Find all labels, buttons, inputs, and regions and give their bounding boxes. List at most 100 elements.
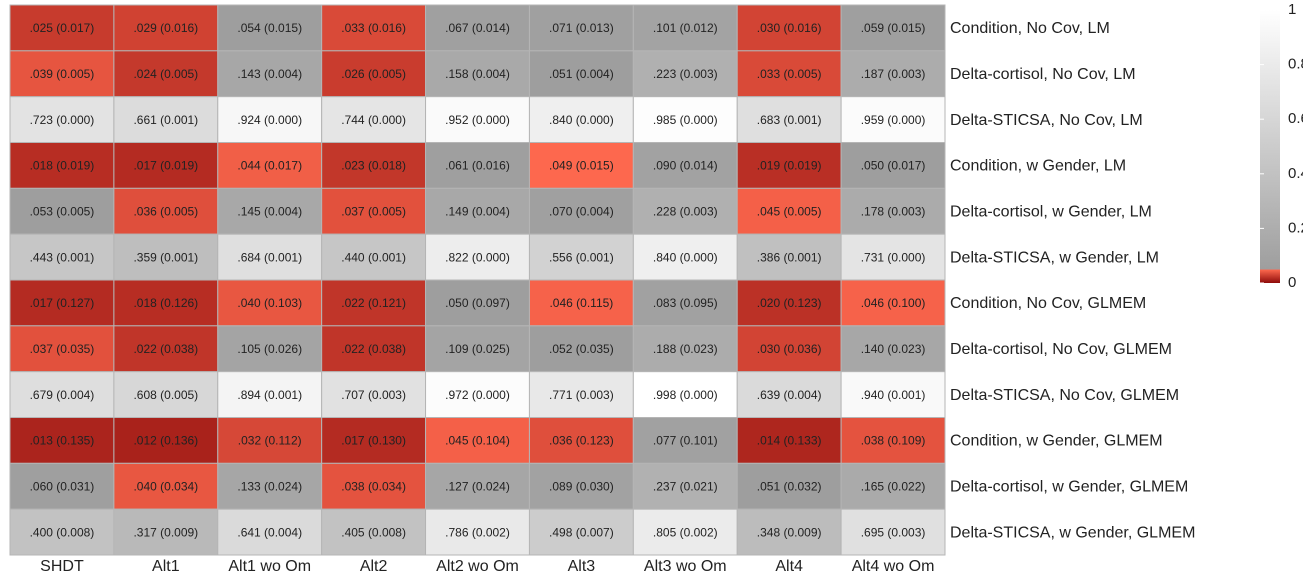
heatmap-cell	[9, 508, 115, 556]
cell-label: .083 (0.095)	[653, 296, 718, 310]
heatmap-cell	[321, 96, 427, 143]
heatmap-cell	[425, 279, 530, 327]
heatmap-cell	[528, 417, 634, 464]
cell-label: .498 (0.007)	[549, 525, 614, 539]
heatmap-cell	[632, 96, 738, 143]
heatmap-cell	[840, 371, 946, 418]
heatmap-cell	[321, 4, 427, 52]
cell-label: .840 (0.000)	[549, 113, 614, 127]
column-label: Alt1	[152, 558, 180, 575]
colorbar	[1260, 10, 1280, 283]
heatmap-cell	[321, 462, 427, 510]
cell-label: .440 (0.001)	[341, 250, 406, 264]
heatmap-cell	[321, 325, 427, 373]
cell-label: .695 (0.003)	[861, 525, 926, 539]
cell-label: .017 (0.019)	[133, 159, 198, 173]
colorbar-tick-label: 0.6	[1288, 110, 1303, 127]
cell-label: .143 (0.004)	[237, 67, 302, 81]
heatmap-cell	[840, 187, 946, 235]
cell-label: .090 (0.014)	[653, 159, 718, 173]
cell-label: .317 (0.009)	[133, 525, 198, 539]
heatmap-cell	[113, 96, 219, 143]
heatmap-cell	[113, 279, 219, 327]
cell-label: .771 (0.003)	[549, 388, 614, 402]
heatmap-cell	[840, 417, 946, 464]
heatmap-cell	[840, 96, 946, 143]
cell-label: .053 (0.005)	[30, 204, 95, 218]
cell-label: .556 (0.001)	[549, 250, 614, 264]
heatmap-cell	[736, 4, 842, 52]
cell-label: .051 (0.004)	[549, 67, 614, 81]
cell-label: .039 (0.005)	[30, 67, 95, 81]
heatmap-cell	[528, 371, 634, 418]
cell-label: .127 (0.024)	[445, 479, 510, 493]
cell-label: .037 (0.035)	[30, 342, 95, 356]
cell-label: .038 (0.109)	[861, 434, 926, 448]
heatmap-cell	[840, 508, 946, 556]
colorbar-tick-label: 0.8	[1288, 56, 1303, 73]
cell-label: .044 (0.017)	[237, 159, 302, 173]
cell-label: .101 (0.012)	[653, 21, 718, 35]
cell-label: .145 (0.004)	[237, 204, 302, 218]
row-label: Delta-STICSA, No Cov, LM	[950, 112, 1143, 129]
cell-label: .018 (0.126)	[133, 296, 198, 310]
cell-label: .985 (0.000)	[653, 113, 718, 127]
cell-label: .019 (0.019)	[757, 159, 822, 173]
cell-label: .089 (0.030)	[549, 479, 614, 493]
cell-label: .405 (0.008)	[341, 525, 406, 539]
heatmap-cell	[425, 462, 530, 510]
cell-label: .840 (0.000)	[653, 250, 718, 264]
column-label: SHDT	[40, 558, 84, 575]
cell-label: .059 (0.015)	[861, 21, 926, 35]
cell-label: .071 (0.013)	[549, 21, 614, 35]
cell-label: .029 (0.016)	[133, 21, 198, 35]
heatmap-cell	[113, 233, 219, 281]
cell-label: .032 (0.112)	[238, 434, 302, 448]
cell-label: .024 (0.005)	[133, 67, 198, 81]
heatmap-cell	[425, 325, 530, 373]
row-label: Delta-cortisol, No Cov, LM	[950, 66, 1136, 83]
heatmap-cell	[9, 279, 115, 327]
cell-label: .025 (0.017)	[30, 21, 95, 35]
heatmap-cell	[9, 417, 115, 464]
heatmap-cell	[9, 50, 115, 98]
row-label: Delta-STICSA, w Gender, GLMEM	[950, 524, 1195, 541]
row-label: Condition, No Cov, GLMEM	[950, 295, 1146, 312]
colorbar-tick-label: 0.4	[1288, 165, 1303, 182]
cell-label: .023 (0.018)	[341, 159, 406, 173]
heatmap-cell	[217, 508, 323, 556]
cell-label: .972 (0.000)	[445, 388, 510, 402]
row-label: Condition, No Cov, LM	[950, 20, 1110, 37]
cell-label: .018 (0.019)	[30, 159, 95, 173]
heatmap-cell	[113, 4, 219, 52]
heatmap-cell	[9, 142, 115, 189]
cell-label: .038 (0.034)	[341, 479, 406, 493]
cell-label: .386 (0.001)	[757, 250, 822, 264]
cell-label: .054 (0.015)	[237, 21, 302, 35]
column-label: Alt2	[360, 558, 388, 575]
row-label: Condition, w Gender, LM	[950, 158, 1126, 175]
heatmap-cell	[632, 279, 738, 327]
heatmap-cell	[840, 50, 946, 98]
heatmap-cell	[9, 233, 115, 281]
cell-label: .070 (0.004)	[549, 204, 614, 218]
cell-label: .400 (0.008)	[30, 525, 95, 539]
column-label: Alt2 wo Om	[436, 558, 519, 575]
heatmap-cell	[113, 417, 219, 464]
cell-label: .060 (0.031)	[30, 479, 95, 493]
cell-label: .109 (0.025)	[445, 342, 510, 356]
cell-label: .045 (0.104)	[445, 434, 510, 448]
cell-label: .067 (0.014)	[445, 21, 510, 35]
heatmap-cell	[9, 96, 115, 143]
heatmap-cell	[840, 325, 946, 373]
cell-label: .040 (0.103)	[237, 296, 302, 310]
cell-label: .639 (0.004)	[757, 388, 822, 402]
cell-label: .786 (0.002)	[445, 525, 510, 539]
column-label: Alt3	[568, 558, 596, 575]
heatmap-cell	[632, 371, 738, 418]
cell-label: .036 (0.005)	[133, 204, 198, 218]
heatmap-cell	[113, 187, 219, 235]
cell-label: .165 (0.022)	[861, 479, 926, 493]
cell-label: .052 (0.035)	[549, 342, 614, 356]
column-label: Alt3 wo Om	[644, 558, 727, 575]
